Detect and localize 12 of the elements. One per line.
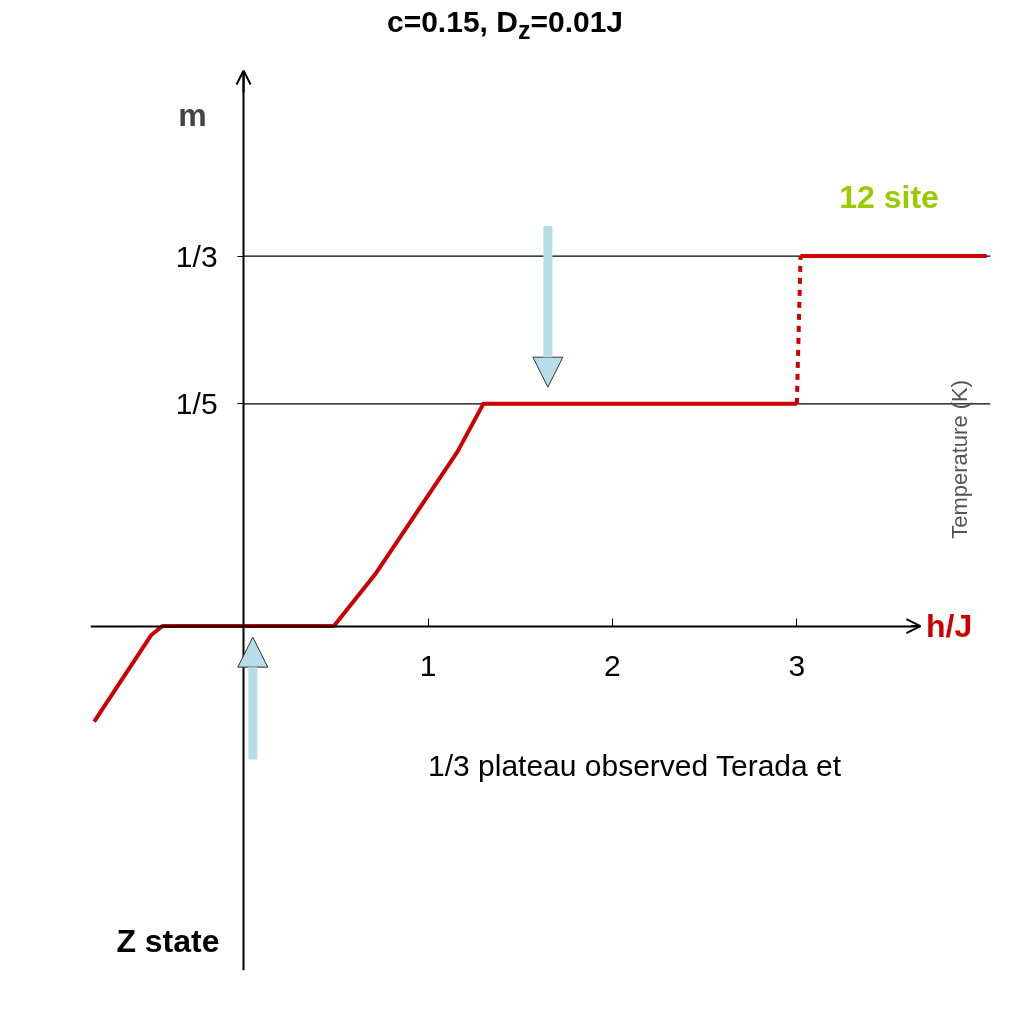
chart-title: c=0.15, D$_{z}$=0.01J	[386, 5, 624, 45]
annotation: Temperature (K)	[947, 379, 973, 539]
annotation: Z state	[116, 923, 220, 960]
y-tick-label: 1/5	[175, 387, 218, 421]
y-axis-title: m	[178, 96, 207, 133]
x-axis-title: h/J	[925, 608, 973, 645]
x-tick-label: 1	[419, 649, 437, 683]
annotation: 12 site	[839, 178, 939, 215]
x-tick-label: 2	[604, 649, 621, 683]
annotation: 1/3 plateau observed Terada et	[428, 748, 842, 782]
y-tick-label: 1/3	[175, 239, 218, 273]
x-tick-label: 3	[788, 649, 806, 683]
